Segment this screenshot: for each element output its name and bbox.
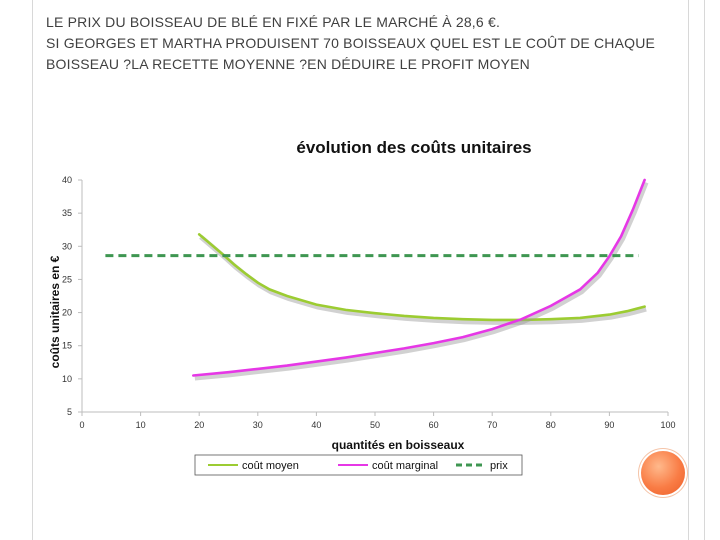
y-tick-label: 5 (67, 407, 72, 417)
decorative-orb (641, 451, 685, 495)
x-tick-label: 60 (429, 420, 439, 430)
y-tick-label: 15 (62, 341, 72, 351)
legend-label-prix: prix (490, 460, 508, 472)
y-tick-label: 30 (62, 241, 72, 251)
x-tick-label: 20 (194, 420, 204, 430)
x-tick-label: 10 (136, 420, 146, 430)
series-line-cout-marginal (192, 178, 646, 377)
x-tick-label: 70 (487, 420, 497, 430)
y-tick-label: 10 (62, 374, 72, 384)
y-tick-label: 25 (62, 274, 72, 284)
x-tick-label: 50 (370, 420, 380, 430)
slide-line-1: Le prix du boisseau de blé en fixé par l… (46, 14, 501, 30)
slide-body-text: Le prix du boisseau de blé en fixé par l… (46, 12, 686, 75)
chart-legend: coût moyen coût marginal prix (194, 454, 523, 476)
plot-frame (81, 180, 668, 413)
series-shadow-cout-moyen (199, 234, 647, 325)
slide-line-2: Si Georges et Martha produisent 70 boiss… (46, 35, 656, 72)
x-tick-label: 80 (546, 420, 556, 430)
x-axis-label: quantités en boisseaux (332, 438, 465, 452)
legend-label-cout-marginal: coût marginal (372, 460, 438, 472)
y-tick-label: 20 (62, 308, 72, 318)
chart-title: évolution des coûts unitaires (296, 138, 531, 157)
legend-label-cout-moyen: coût moyen (242, 460, 299, 472)
slide-border-right-outer (704, 0, 705, 540)
x-tick-label: 0 (79, 420, 84, 430)
y-axis-label: coûts unitaires en € (48, 255, 62, 368)
slide-border-left (32, 0, 33, 540)
x-tick-label: 40 (311, 420, 321, 430)
x-tick-label: 100 (660, 420, 675, 430)
slide-border-right (688, 0, 689, 540)
series-layer (105, 178, 649, 381)
series-line-cout-moyen (197, 233, 646, 322)
series-shadow-cout-marginal (194, 181, 649, 381)
y-tick-label: 40 (62, 175, 72, 185)
y-axis-ticks: 5 10 15 20 25 30 35 40 (62, 175, 82, 417)
y-tick-label: 35 (62, 208, 72, 218)
x-axis-ticks: 0 10 20 30 40 50 60 70 80 90 100 (79, 412, 676, 430)
x-tick-label: 30 (253, 420, 263, 430)
x-tick-label: 90 (604, 420, 614, 430)
